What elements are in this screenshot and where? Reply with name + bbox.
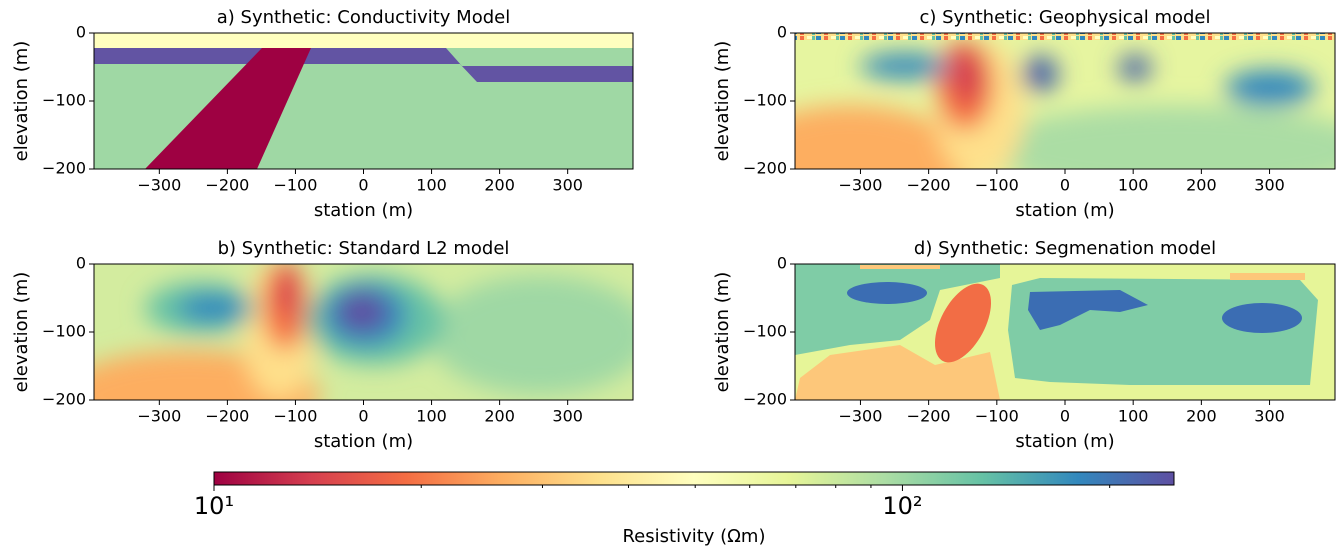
x-tick-label: −200 (907, 407, 951, 426)
y-tick-label: −200 (42, 159, 86, 178)
y-axis-label: elevation (m) (11, 41, 32, 162)
x-tick-label: 0 (358, 176, 368, 195)
chart-title: c) Synthetic: Geophysical model (919, 7, 1210, 28)
y-tick-label: 0 (76, 23, 86, 42)
chart-title: b) Synthetic: Standard L2 model (218, 238, 510, 259)
y-tick-label: −200 (743, 159, 787, 178)
colorbar-tick-label: 10¹ (194, 492, 234, 520)
x-tick-label: 100 (416, 407, 447, 426)
x-tick-label: 0 (1060, 176, 1070, 195)
x-tick-label: 100 (416, 176, 447, 195)
x-tick-label: 200 (1186, 407, 1217, 426)
x-tick-label: −100 (975, 407, 1019, 426)
x-axis-label: station (m) (314, 200, 413, 221)
heatmap-image (795, 33, 1335, 169)
x-tick-label: 0 (1060, 407, 1070, 426)
chart-title: a) Synthetic: Conductivity Model (217, 7, 510, 28)
colorbar (213, 471, 1175, 486)
y-tick-label: 0 (76, 254, 86, 273)
x-tick-label: −300 (137, 176, 181, 195)
y-axis-label: elevation (m) (712, 41, 733, 162)
x-tick-label: 200 (484, 176, 515, 195)
y-tick-label: −200 (42, 390, 86, 409)
x-tick-label: 300 (1254, 176, 1285, 195)
x-tick-label: −100 (273, 407, 317, 426)
y-tick-label: 0 (777, 254, 787, 273)
x-tick-label: 100 (1118, 176, 1149, 195)
y-tick-label: −100 (743, 91, 787, 110)
x-tick-label: −200 (907, 176, 951, 195)
x-tick-label: 200 (484, 407, 515, 426)
x-axis-label: station (m) (1015, 200, 1114, 221)
x-tick-label: 100 (1118, 407, 1149, 426)
colorbar-tick-label: 10² (882, 492, 922, 520)
x-tick-label: −200 (205, 176, 249, 195)
x-tick-label: −100 (273, 176, 317, 195)
x-axis-label: station (m) (314, 431, 413, 452)
x-tick-label: −300 (838, 176, 882, 195)
colorbar-label: Resistivity (Ωm) (622, 526, 765, 547)
x-tick-label: −300 (838, 407, 882, 426)
y-tick-label: −100 (743, 322, 787, 341)
x-tick-label: 0 (358, 407, 368, 426)
x-tick-label: 300 (1254, 407, 1285, 426)
x-tick-label: −100 (975, 176, 1019, 195)
x-axis-label: station (m) (1015, 431, 1114, 452)
y-tick-label: 0 (777, 23, 787, 42)
x-tick-label: 300 (552, 176, 583, 195)
chart-title: d) Synthetic: Segmenation model (914, 238, 1216, 259)
y-axis-label: elevation (m) (11, 272, 32, 393)
x-tick-label: 300 (552, 407, 583, 426)
y-axis-label: elevation (m) (712, 272, 733, 393)
y-tick-label: −100 (42, 322, 86, 341)
x-tick-label: −200 (205, 407, 249, 426)
x-tick-label: 200 (1186, 176, 1217, 195)
x-tick-label: −300 (137, 407, 181, 426)
y-tick-label: −200 (743, 390, 787, 409)
heatmap-image (94, 33, 633, 169)
y-tick-label: −100 (42, 91, 86, 110)
heatmap-image (94, 264, 633, 400)
heatmap-image (795, 264, 1335, 400)
